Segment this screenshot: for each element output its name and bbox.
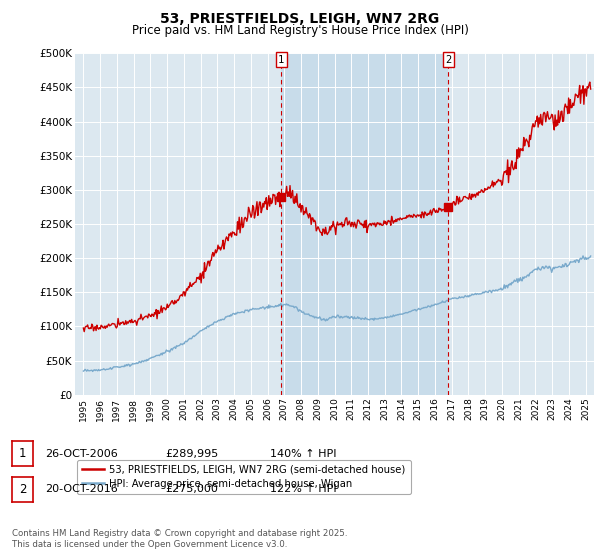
Bar [281,53,448,395]
Text: 2: 2 [445,54,451,64]
Text: Price paid vs. HM Land Registry's House Price Index (HPI): Price paid vs. HM Land Registry's House … [131,24,469,36]
Text: 53, PRIESTFIELDS, LEIGH, WN7 2RG: 53, PRIESTFIELDS, LEIGH, WN7 2RG [160,12,440,26]
Text: 20-OCT-2016: 20-OCT-2016 [45,484,118,494]
Text: 122% ↑ HPI: 122% ↑ HPI [270,484,337,494]
Text: 26-OCT-2006: 26-OCT-2006 [45,449,118,459]
Text: 1: 1 [19,447,26,460]
Text: Contains HM Land Registry data © Crown copyright and database right 2025.
This d: Contains HM Land Registry data © Crown c… [12,529,347,549]
Text: 2: 2 [19,483,26,496]
Text: 1: 1 [278,54,284,64]
Text: 140% ↑ HPI: 140% ↑ HPI [270,449,337,459]
Text: £289,995: £289,995 [165,449,218,459]
Legend: 53, PRIESTFIELDS, LEIGH, WN7 2RG (semi-detached house), HPI: Average price, semi: 53, PRIESTFIELDS, LEIGH, WN7 2RG (semi-d… [77,460,410,493]
Text: £275,000: £275,000 [165,484,218,494]
